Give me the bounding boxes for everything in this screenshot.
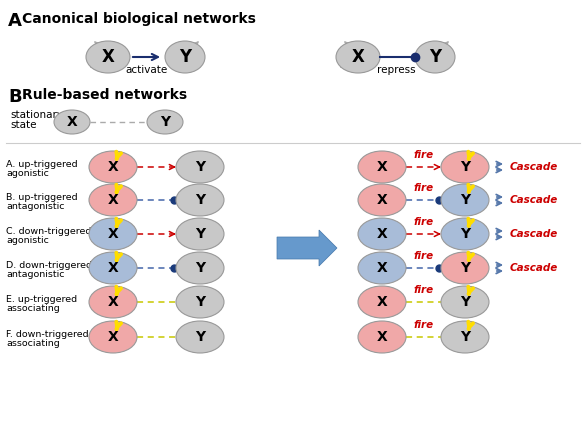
Text: Y: Y — [160, 115, 170, 129]
Text: associating: associating — [6, 339, 60, 348]
Ellipse shape — [441, 151, 489, 183]
Text: X: X — [377, 330, 387, 344]
Ellipse shape — [441, 321, 489, 353]
Ellipse shape — [336, 41, 380, 73]
Ellipse shape — [176, 151, 224, 183]
Text: Y: Y — [195, 193, 205, 207]
Text: X: X — [352, 48, 364, 66]
Ellipse shape — [358, 286, 406, 318]
Text: fire: fire — [414, 217, 434, 227]
Text: Y: Y — [179, 48, 191, 66]
Ellipse shape — [89, 321, 137, 353]
Text: A: A — [8, 12, 22, 30]
Text: Y: Y — [429, 48, 441, 66]
Text: Rule-based networks: Rule-based networks — [22, 88, 187, 102]
Ellipse shape — [441, 218, 489, 250]
Ellipse shape — [89, 184, 137, 216]
Ellipse shape — [441, 252, 489, 284]
Ellipse shape — [54, 110, 90, 134]
Text: X: X — [108, 193, 118, 207]
Text: Y: Y — [460, 160, 470, 174]
Text: X: X — [108, 160, 118, 174]
Text: antagonistic: antagonistic — [6, 270, 64, 279]
Text: Y: Y — [195, 227, 205, 241]
Text: stationary: stationary — [10, 110, 63, 120]
Text: activate: activate — [125, 65, 168, 75]
Text: X: X — [377, 227, 387, 241]
Text: Y: Y — [195, 330, 205, 344]
Ellipse shape — [176, 184, 224, 216]
Ellipse shape — [86, 41, 130, 73]
Text: D. down-triggered: D. down-triggered — [6, 261, 92, 270]
Text: X: X — [67, 115, 77, 129]
Text: X: X — [377, 160, 387, 174]
Ellipse shape — [89, 286, 137, 318]
Text: agonistic: agonistic — [6, 236, 49, 245]
Text: Y: Y — [460, 330, 470, 344]
Ellipse shape — [358, 252, 406, 284]
Ellipse shape — [89, 218, 137, 250]
Ellipse shape — [147, 110, 183, 134]
Text: fire: fire — [414, 320, 434, 330]
Text: C. down-triggered: C. down-triggered — [6, 227, 91, 236]
Ellipse shape — [165, 41, 205, 73]
Text: Cascade: Cascade — [510, 195, 558, 205]
Ellipse shape — [358, 151, 406, 183]
Text: Cascade: Cascade — [510, 162, 558, 172]
Text: X: X — [108, 295, 118, 309]
Text: X: X — [108, 261, 118, 275]
Ellipse shape — [176, 286, 224, 318]
Text: Canonical biological networks: Canonical biological networks — [22, 12, 256, 26]
Text: B: B — [8, 88, 22, 106]
Text: Y: Y — [195, 160, 205, 174]
Ellipse shape — [441, 286, 489, 318]
Text: Y: Y — [460, 193, 470, 207]
FancyArrow shape — [277, 230, 337, 266]
Text: Y: Y — [195, 261, 205, 275]
Text: X: X — [377, 295, 387, 309]
Text: X: X — [377, 193, 387, 207]
Ellipse shape — [176, 252, 224, 284]
Text: fire: fire — [414, 251, 434, 261]
Text: Cascade: Cascade — [510, 229, 558, 239]
Text: agonistic: agonistic — [6, 169, 49, 178]
Text: fire: fire — [414, 150, 434, 160]
Text: associating: associating — [6, 304, 60, 313]
Text: antagonistic: antagonistic — [6, 202, 64, 211]
Text: Y: Y — [195, 295, 205, 309]
Text: X: X — [108, 330, 118, 344]
Ellipse shape — [358, 218, 406, 250]
Ellipse shape — [441, 184, 489, 216]
Text: X: X — [101, 48, 114, 66]
Text: X: X — [377, 261, 387, 275]
Text: F. down-triggered: F. down-triggered — [6, 330, 88, 339]
Text: Y: Y — [460, 295, 470, 309]
Text: repress: repress — [377, 65, 416, 75]
Text: A. up-triggered: A. up-triggered — [6, 160, 77, 169]
Text: state: state — [10, 120, 36, 130]
Text: Y: Y — [460, 227, 470, 241]
Text: fire: fire — [414, 285, 434, 295]
Text: Y: Y — [460, 261, 470, 275]
Ellipse shape — [176, 321, 224, 353]
Text: E. up-triggered: E. up-triggered — [6, 295, 77, 304]
Ellipse shape — [358, 321, 406, 353]
Ellipse shape — [89, 151, 137, 183]
Ellipse shape — [415, 41, 455, 73]
Text: fire: fire — [414, 183, 434, 193]
Ellipse shape — [89, 252, 137, 284]
Text: B. up-triggered: B. up-triggered — [6, 193, 77, 202]
Ellipse shape — [358, 184, 406, 216]
Ellipse shape — [176, 218, 224, 250]
Text: X: X — [108, 227, 118, 241]
Text: Cascade: Cascade — [510, 263, 558, 273]
